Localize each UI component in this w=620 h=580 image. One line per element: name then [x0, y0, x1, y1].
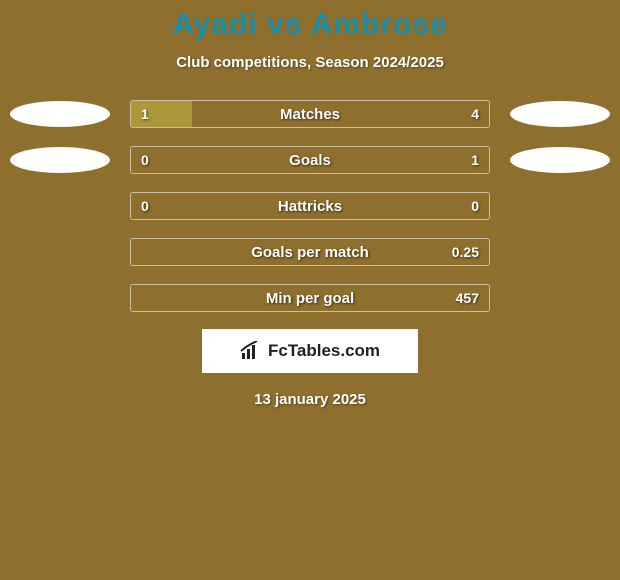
right-badge-slot: [510, 191, 610, 221]
left-badge-slot: [10, 283, 110, 313]
right-team-ellipse-icon: [510, 147, 610, 173]
stat-label: Goals per match: [131, 239, 489, 265]
page-title: Ayadi vs Ambrose: [0, 8, 620, 42]
subtitle: Club competitions, Season 2024/2025: [0, 54, 620, 71]
stat-label: Min per goal: [131, 285, 489, 311]
stat-label: Hattricks: [131, 193, 489, 219]
stat-row: Goals per match0.25: [10, 237, 610, 267]
right-team-ellipse-icon: [510, 101, 610, 127]
right-value: 457: [456, 285, 479, 311]
right-value: 0.25: [452, 239, 479, 265]
stat-bar-track: Matches1 4: [130, 100, 490, 128]
comparison-infographic: Ayadi vs Ambrose Club competitions, Seas…: [0, 0, 620, 580]
left-badge-slot: [10, 191, 110, 221]
right-value: 1: [471, 147, 479, 173]
stat-bar-track: Min per goal457: [130, 284, 490, 312]
stat-bar-track: Hattricks0 0: [130, 192, 490, 220]
right-value: 0: [471, 193, 479, 219]
stat-row: Goals0 1: [10, 145, 610, 175]
brand-text: FcTables.com: [268, 341, 380, 361]
left-badge-slot: [10, 237, 110, 267]
stat-row: Min per goal457: [10, 283, 610, 313]
left-value: 0: [141, 193, 149, 219]
right-badge-slot: [510, 237, 610, 267]
brand-box: FcTables.com: [202, 329, 418, 373]
chart-icon: [240, 341, 262, 361]
right-badge-slot: [510, 145, 610, 175]
right-badge-slot: [510, 99, 610, 129]
date-line: 13 january 2025: [0, 391, 620, 408]
left-badge-slot: [10, 99, 110, 129]
left-team-ellipse-icon: [10, 147, 110, 173]
stat-bar-track: Goals0 1: [130, 146, 490, 174]
stat-label: Matches: [131, 101, 489, 127]
left-badge-slot: [10, 145, 110, 175]
right-value: 4: [471, 101, 479, 127]
stat-bar-track: Goals per match0.25: [130, 238, 490, 266]
stat-label: Goals: [131, 147, 489, 173]
right-badge-slot: [510, 283, 610, 313]
stats-chart: Matches14Goals01Hattricks00Goals per mat…: [0, 99, 620, 313]
stat-row: Matches1 4: [10, 99, 610, 129]
stat-row: Hattricks0 0: [10, 191, 610, 221]
left-value: 0: [141, 147, 149, 173]
left-team-ellipse-icon: [10, 101, 110, 127]
left-value: 1: [141, 101, 149, 127]
